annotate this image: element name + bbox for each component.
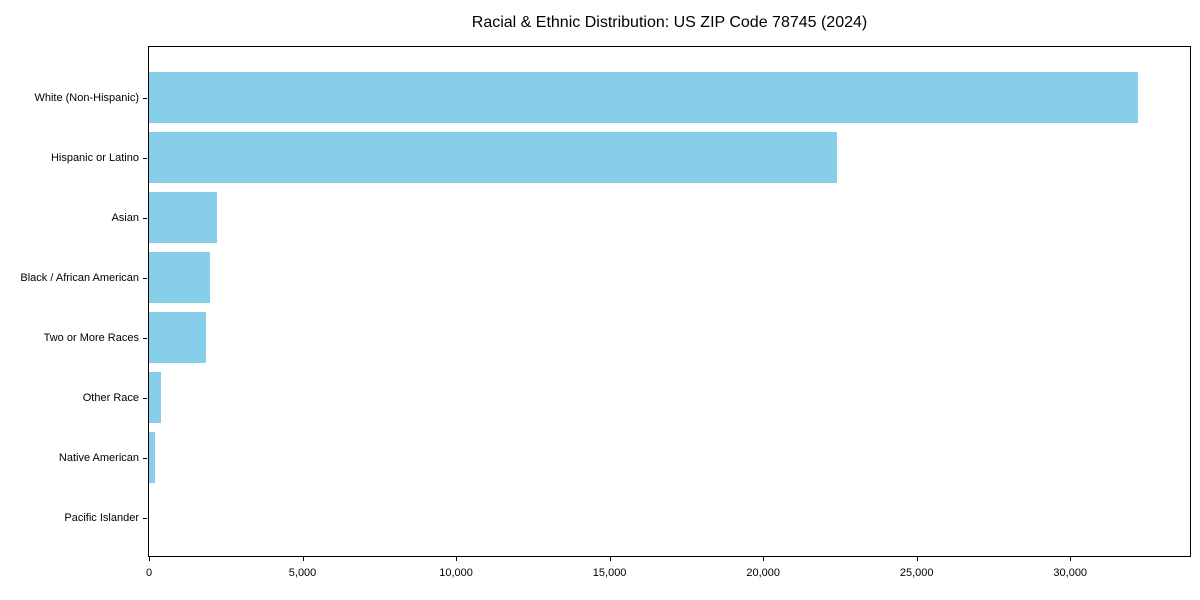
x-axis-tick — [916, 557, 918, 561]
y-axis-label-white-non-hispanic: White (Non-Hispanic) — [34, 91, 139, 104]
x-axis-tick — [456, 557, 458, 561]
x-axis-tick — [609, 557, 611, 561]
y-axis-label-hispanic-or-latino: Hispanic or Latino — [50, 151, 139, 164]
x-axis-tick-label: 0 — [145, 567, 153, 579]
y-axis-label-black-african-american: Black / African American — [20, 271, 139, 284]
bar-asian — [149, 192, 217, 243]
x-axis-tick-label: 25,000 — [899, 567, 934, 579]
x-axis-tick — [763, 557, 765, 561]
y-axis-tick — [143, 277, 147, 279]
x-axis-tick-label: 30,000 — [1053, 567, 1088, 579]
y-axis-label-pacific-islander: Pacific Islander — [64, 511, 139, 524]
x-axis-tick-label: 10,000 — [439, 567, 473, 579]
y-axis-label-two-or-more-races: Two or More Races — [43, 331, 139, 344]
x-axis-tick — [302, 557, 304, 561]
y-axis-label-other-race: Other Race — [82, 391, 139, 404]
y-axis-label-native-american: Native American — [58, 451, 139, 464]
x-axis-tick — [1070, 557, 1072, 561]
bar-two-or-more-races — [149, 312, 206, 363]
bar-white-non-hispanic — [149, 72, 1138, 123]
y-axis-label-asian: Asian — [111, 211, 139, 224]
x-axis-tick-label: 5,000 — [288, 567, 317, 579]
y-axis-tick — [143, 337, 147, 339]
y-axis-tick — [143, 397, 147, 399]
y-axis-tick — [143, 97, 147, 99]
x-axis-tick-label: 15,000 — [592, 567, 627, 579]
bar-other-race — [149, 372, 162, 423]
x-axis-tick — [149, 557, 150, 561]
bar-black-african-american — [149, 252, 211, 303]
bar-hispanic-or-latino — [149, 132, 837, 183]
plot-area — [148, 46, 1191, 557]
bar-native-american — [149, 432, 156, 483]
y-axis-tick — [143, 517, 147, 519]
y-axis-tick — [143, 457, 147, 459]
chart-title: Racial & Ethnic Distribution: US ZIP Cod… — [471, 14, 868, 31]
y-axis-tick — [143, 157, 147, 159]
y-axis-tick — [143, 217, 147, 219]
x-axis-tick-label: 20,000 — [746, 567, 780, 579]
